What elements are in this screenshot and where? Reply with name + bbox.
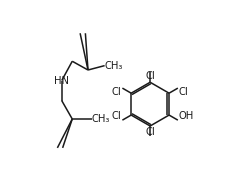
- Text: Cl: Cl: [179, 87, 189, 97]
- Text: Cl: Cl: [145, 127, 155, 137]
- Text: Cl: Cl: [112, 111, 122, 121]
- Text: CH₃: CH₃: [92, 114, 110, 124]
- Text: OH: OH: [179, 111, 194, 121]
- Text: HN: HN: [54, 75, 69, 86]
- Text: CH₃: CH₃: [105, 61, 123, 71]
- Text: Cl: Cl: [112, 87, 122, 97]
- Text: Cl: Cl: [145, 71, 155, 81]
